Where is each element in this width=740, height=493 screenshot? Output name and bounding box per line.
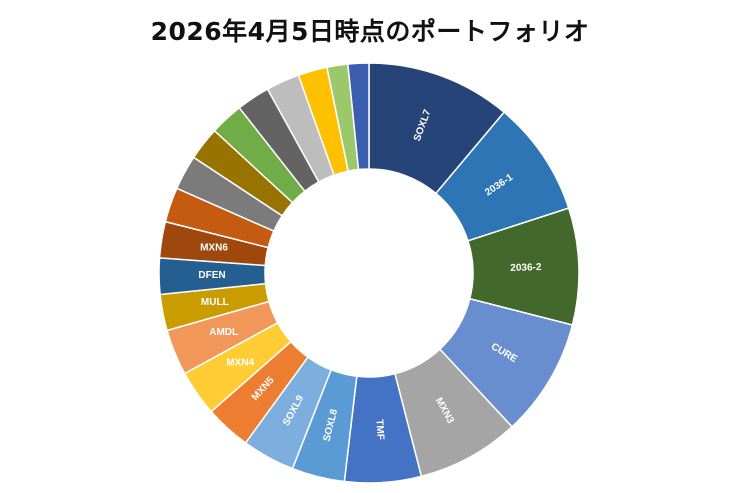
pie-slice-23 xyxy=(347,62,370,171)
slice-label: TMF xyxy=(373,419,385,440)
slice-label: AMDL xyxy=(209,327,238,338)
slice-label: MXN6 xyxy=(200,243,228,254)
slice-label: 2036-2 xyxy=(510,262,542,274)
slice-label: DFEN xyxy=(198,270,225,281)
slice-label: MXN4 xyxy=(226,357,254,368)
chart-title: 2026年4月5日時点のポートフォリオ xyxy=(150,17,590,46)
slice-label: MULL xyxy=(201,297,229,308)
